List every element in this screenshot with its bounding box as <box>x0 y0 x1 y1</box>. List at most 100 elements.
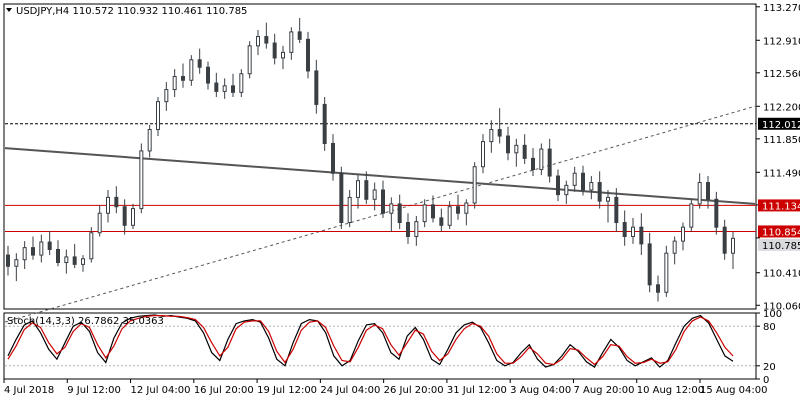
candle-body <box>89 232 94 260</box>
price-label-text: 110.785 <box>762 241 800 252</box>
price-tick-label: 112.560 <box>763 69 800 80</box>
candle-body <box>539 148 544 171</box>
chart-title-group: USDJPY,H4 110.572 110.932 110.461 110.78… <box>6 6 247 17</box>
stoch-series-line <box>7 315 734 366</box>
candle-body <box>514 144 519 154</box>
candles <box>6 17 735 302</box>
price-tick-label: 112.910 <box>763 36 800 47</box>
candle-body <box>389 203 394 214</box>
candle-body <box>64 256 69 264</box>
candle-body <box>731 237 735 254</box>
symbol-collapse-icon[interactable] <box>6 8 12 12</box>
price-tick-label: 110.060 <box>763 301 800 312</box>
chart-title: USDJPY,H4 110.572 110.932 110.461 110.78… <box>16 6 247 17</box>
candle-body <box>106 196 110 214</box>
candle-body <box>189 59 194 81</box>
candle-body <box>239 73 244 93</box>
time-tick-label: 31 Jul 12:00 <box>447 385 507 396</box>
candle-body <box>656 284 660 293</box>
price-label-text: 110.854 <box>762 227 800 238</box>
candle-body <box>114 196 119 208</box>
candle-body <box>714 198 719 228</box>
stoch-tick-label: 80 <box>763 322 776 333</box>
candle-body <box>197 59 202 68</box>
time-tick-label: 12 Jul 04:00 <box>131 385 191 396</box>
candle-body <box>72 256 77 265</box>
stoch-tick-label: 0 <box>763 375 769 386</box>
candle-body <box>706 182 710 200</box>
candle-body <box>22 247 27 261</box>
candle-body <box>672 240 677 254</box>
candle-body <box>547 148 552 177</box>
price-label-box <box>758 117 800 130</box>
candle-body <box>256 36 260 47</box>
candle-body <box>689 203 694 228</box>
candle-body <box>322 103 327 144</box>
candle-body <box>281 51 285 59</box>
price-tick-label: 113.270 <box>763 3 800 14</box>
time-tick-label: 26 Jul 20:00 <box>384 385 444 396</box>
candle-body <box>97 212 102 234</box>
candle-body <box>147 129 152 152</box>
trendlines <box>4 105 756 323</box>
candle-body <box>331 142 335 174</box>
price-tick-label: 111.490 <box>763 168 800 179</box>
candle-body <box>81 258 85 265</box>
candle-body <box>597 182 602 202</box>
stoch-title: Stoch(14,3,3) 26.7862 35.0363 <box>7 316 164 327</box>
candle-body <box>56 248 60 264</box>
candle-body <box>156 101 160 131</box>
time-tick-label: 3 Aug 04:00 <box>510 385 571 396</box>
stoch-panel-frame <box>3 312 757 380</box>
price-label-box <box>758 225 800 238</box>
stoch-series-line <box>7 314 734 368</box>
candle-body <box>456 206 460 214</box>
time-tick-label: 4 Jul 2018 <box>4 385 54 396</box>
candle-body <box>181 76 185 81</box>
time-tick-label: 15 Aug 04:00 <box>700 385 767 396</box>
candle-body <box>347 196 352 224</box>
candle-body <box>14 259 19 267</box>
stoch-tick-label: 20 <box>763 362 776 373</box>
candle-body <box>31 247 35 256</box>
time-tick-label: 16 Jul 20:00 <box>194 385 254 396</box>
candle-body <box>481 141 485 168</box>
candle-body <box>431 204 435 219</box>
candle-body <box>289 31 294 53</box>
candle-body <box>364 180 369 200</box>
candle-body <box>222 85 227 92</box>
candle-body <box>172 76 177 91</box>
candle-body <box>122 206 127 226</box>
time-tick-label: 10 Aug 12:00 <box>637 385 704 396</box>
candle-body <box>139 150 144 210</box>
candle-body <box>406 222 410 237</box>
time-tick-label: 7 Aug 20:00 <box>573 385 634 396</box>
candle-body <box>522 144 527 159</box>
candle-body <box>356 180 360 198</box>
candle-body <box>697 182 702 205</box>
price-labels: 112.012 111.134 110.854 110.785 <box>758 117 800 252</box>
trendline <box>4 147 756 205</box>
price-label-box <box>758 238 800 251</box>
candle-body <box>414 221 419 237</box>
candle-body <box>339 172 344 224</box>
candle-body <box>464 202 469 214</box>
candle-body <box>214 82 219 92</box>
candle-body <box>564 184 569 196</box>
candle-body <box>6 254 10 267</box>
candle-body <box>572 172 577 186</box>
candle-body <box>131 208 135 226</box>
candle-body <box>206 66 210 84</box>
candle-body <box>264 36 269 44</box>
candle-body <box>589 182 594 191</box>
stochastic-lines <box>5 314 756 368</box>
price-tick-label: 110.410 <box>763 269 800 280</box>
candle-body <box>39 241 44 256</box>
trendline <box>4 105 756 323</box>
candle-body <box>631 226 635 237</box>
candle-body <box>47 241 52 250</box>
stoch-axis: 100 80 20 0 <box>756 309 782 386</box>
candle-body <box>722 226 727 254</box>
candle-body <box>497 129 502 137</box>
candle-body <box>439 217 444 226</box>
